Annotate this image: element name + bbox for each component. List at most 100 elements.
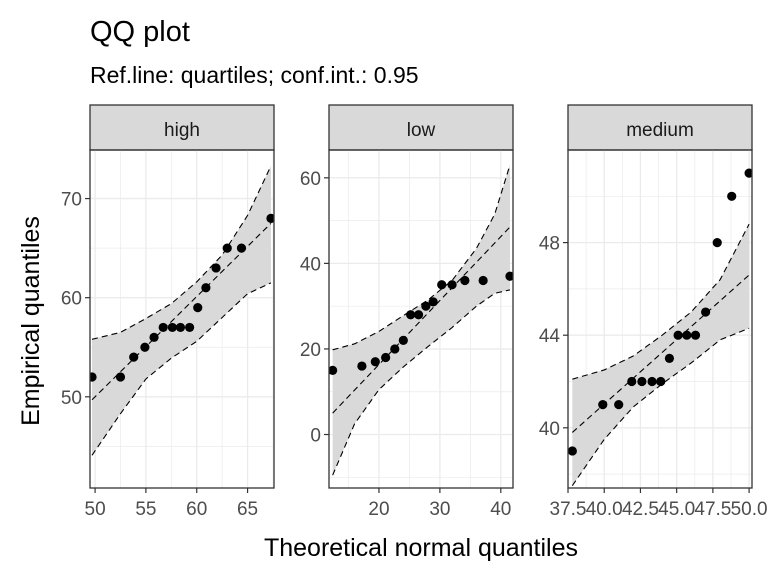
x-tick-label: 65 [237,499,258,520]
confidence-band [92,165,271,456]
data-point [222,243,232,253]
data-point [390,344,400,354]
data-point [656,376,666,387]
data-point [664,353,675,363]
panel-border [89,149,275,489]
x-tick-label: 37.5 [550,499,587,520]
data-point [185,322,195,333]
data-point [115,372,126,382]
x-tick-label: 40.0 [586,499,623,520]
y-tick-label: 48 [539,234,560,255]
data-point [406,310,416,320]
x-tick-label: 20 [368,499,389,520]
data-point [129,352,139,362]
data-point [413,310,424,320]
data-point [682,330,692,340]
facet-panels: high 50 55 60 65 50 60 70 low 20 30 40 0 20 40 60 medium… [61,104,768,520]
data-point [421,301,431,311]
data-point [598,400,608,410]
data-point [478,275,488,286]
data-point [236,243,247,253]
confidence-band [332,164,510,476]
data-point [370,357,380,367]
data-point [447,280,457,290]
data-point [158,322,168,333]
confidence-band-lower [91,282,272,456]
data-point [381,352,391,363]
facet-strip-low [328,104,514,151]
panel-data [90,165,274,456]
confidence-band [572,224,750,486]
data-point [398,335,408,345]
panel-data [568,168,752,486]
confidence-band-lower [332,289,511,476]
x-tick-label: 30 [429,499,450,520]
x-tick-label: 60 [186,499,207,520]
data-point [627,376,637,387]
data-point [357,361,367,371]
data-point [201,283,211,293]
data-point [744,168,752,178]
data-point [673,330,683,340]
data-point [614,400,624,410]
y-tick-label: 20 [300,340,321,361]
data-point [727,191,737,201]
y-tick-label: 40 [300,254,321,275]
data-point [193,303,203,313]
data-point [428,297,438,307]
data-point [690,330,701,340]
panel-data [329,164,513,476]
data-point [167,322,177,333]
x-tick-label: 55 [135,499,156,520]
data-point [701,307,711,317]
reference-line [91,222,272,401]
data-point [140,342,150,352]
chart-subtitle: Ref.line: quartiles; conf.int.: 0.95 [90,62,419,88]
data-point [712,238,722,248]
y-tick-label: 0 [310,426,321,447]
confidence-band-upper [332,164,511,351]
data-point [505,271,513,281]
confidence-band-upper [572,223,750,380]
data-point [647,376,657,387]
facet-strip-label: low [407,120,436,141]
x-tick-label: 40 [490,499,511,520]
facet-panel-high: high 50 55 60 65 50 60 70 [61,104,275,520]
panel-border [567,149,753,489]
data-point [175,322,186,333]
panel-border [328,149,514,489]
data-point [437,280,447,290]
data-point [266,213,274,223]
y-tick-label: 50 [61,388,82,409]
facet-strip-label: high [164,120,200,141]
facet-panel-low: low 20 30 40 0 20 40 60 [300,104,514,520]
data-point [329,365,338,375]
y-tick-label: 44 [539,326,561,347]
facet-strip-label: medium [626,120,694,141]
data-point [149,332,159,342]
x-axis-title: Theoretical normal quantiles [264,534,578,562]
y-tick-label: 70 [61,190,82,211]
y-tick-label: 60 [300,169,321,190]
x-tick-label: 45.0 [658,499,695,520]
confidence-band-upper [91,165,272,340]
facet-panel-medium: medium 37.5 40.0 42.5 45.0 47.5 50.0 40 44 48 [539,104,768,520]
y-axis-title: Empirical quantiles [17,216,45,426]
x-tick-label: 42.5 [622,499,659,520]
y-tick-label: 60 [61,289,82,310]
x-tick-label: 47.5 [694,499,731,520]
data-point [568,446,577,456]
reference-line [332,226,511,414]
data-point [90,372,97,382]
data-point [637,376,647,387]
data-point [460,275,470,286]
x-tick-label: 50.0 [731,499,768,520]
y-tick-label: 40 [539,419,560,440]
chart-title: QQ plot [90,16,190,48]
x-tick-label: 50 [85,499,106,520]
data-point [211,263,221,273]
facet-strip-medium [567,104,753,151]
facet-strip-high [89,104,275,151]
